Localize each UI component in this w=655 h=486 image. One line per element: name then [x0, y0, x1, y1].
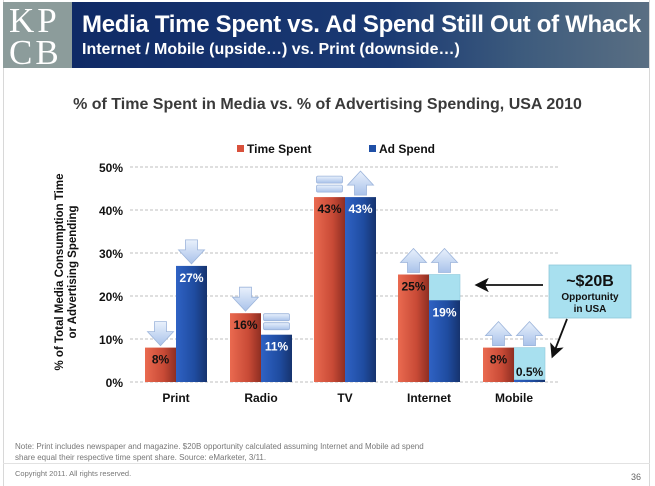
- legend-swatch: [237, 145, 244, 152]
- legend-label: Time Spent: [247, 142, 311, 156]
- logo-line-1: KP: [9, 1, 60, 40]
- data-label: 16%: [233, 318, 257, 332]
- up-arrow-icon: [399, 247, 428, 273]
- bar-time-spent: [314, 197, 345, 382]
- data-label: 43%: [348, 202, 372, 216]
- y-tick-label: 20%: [99, 290, 123, 304]
- equal-sign-icon: [263, 322, 290, 331]
- opportunity-gap-bar: [428, 274, 461, 301]
- up-arrow-icon: [515, 321, 544, 346]
- down-arrow-icon: [146, 321, 175, 347]
- bar-ad-spend: [514, 379, 545, 382]
- down-arrow-icon: [231, 286, 260, 312]
- down-arrow-icon: [177, 239, 206, 265]
- x-tick-label: Internet: [407, 391, 451, 405]
- opportunity-callout-box: [548, 264, 632, 319]
- data-label: 0.5%: [516, 365, 544, 379]
- x-tick-label: Mobile: [495, 391, 533, 405]
- footnote: Note: Print includes newspaper and magaz…: [15, 441, 515, 463]
- page-number: 36: [630, 472, 641, 482]
- up-arrow-icon: [430, 247, 459, 273]
- x-tick-label: TV: [337, 391, 352, 405]
- y-tick-label: 50%: [99, 161, 123, 175]
- y-axis-label-line: % of Total Media Consumption Time: [54, 174, 66, 371]
- footer-divider: [3, 463, 650, 464]
- data-label: 19%: [432, 305, 456, 319]
- up-arrow-icon: [484, 321, 513, 346]
- y-axis-label: % of Total Media Consumption Timeor Adve…: [54, 174, 79, 371]
- y-tick-label: 10%: [99, 333, 123, 347]
- y-tick-label: 40%: [99, 204, 123, 218]
- callout-arrow-mobile: [550, 318, 568, 359]
- legend-label: Ad Spend: [379, 142, 435, 156]
- logo-line-2: CB: [9, 33, 62, 72]
- callout-line-3: in USA: [574, 304, 607, 315]
- data-label: 43%: [317, 202, 341, 216]
- x-tick-label: Print: [162, 391, 189, 405]
- data-label: 27%: [179, 271, 203, 285]
- up-arrow-icon: [346, 170, 375, 196]
- equal-sign-icon: [316, 184, 343, 193]
- slide-title: Media Time Spent vs. Ad Spend Still Out …: [82, 11, 642, 38]
- footnote-line-1: Note: Print includes newspaper and magaz…: [15, 442, 424, 451]
- bar-ad-spend: [345, 197, 376, 382]
- chart-title: % of Time Spent in Media vs. % of Advert…: [73, 96, 582, 113]
- equal-sign-icon: [263, 313, 290, 322]
- footnote-line-2: share equal their respective time spent …: [15, 453, 267, 462]
- bar-time-spent: [398, 274, 429, 382]
- y-tick-label: 30%: [99, 247, 123, 261]
- bar-time-spent: [230, 313, 261, 382]
- bar-ad-spend: [261, 334, 292, 382]
- y-tick-label: 0%: [106, 376, 124, 390]
- callout-line-2: Opportunity: [561, 292, 619, 303]
- header-banner: Media Time Spent vs. Ad Spend Still Out …: [72, 2, 649, 68]
- y-axis-label-line: or Advertising Spending: [67, 205, 79, 338]
- legend-swatch: [369, 145, 376, 152]
- data-label: 8%: [152, 353, 170, 367]
- data-label: 8%: [490, 353, 508, 367]
- data-label: 11%: [265, 340, 289, 354]
- bar-ad-spend: [176, 265, 207, 382]
- kpcb-logo: KP CB: [3, 1, 72, 72]
- slide-subtitle: Internet / Mobile (upside…) vs. Print (d…: [82, 41, 460, 58]
- data-label: 25%: [401, 280, 425, 294]
- equal-sign-icon: [316, 175, 343, 184]
- x-tick-label: Radio: [244, 391, 277, 405]
- bar-time-spent: [483, 347, 514, 382]
- copyright: Copyright 2011. All rights reserved.: [15, 469, 132, 478]
- bar-time-spent: [145, 347, 176, 382]
- bar-ad-spend: [429, 300, 460, 382]
- callout-amount: ~$20B: [566, 273, 614, 290]
